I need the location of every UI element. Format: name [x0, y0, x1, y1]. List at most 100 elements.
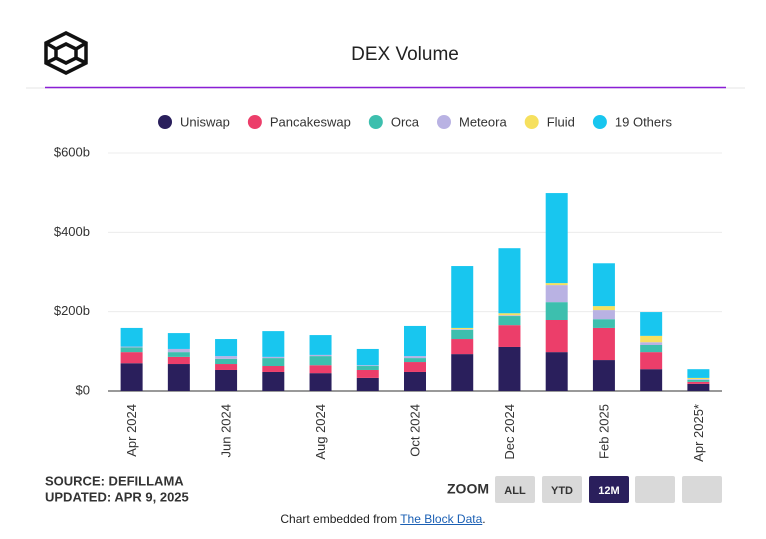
bar-segment	[545, 319, 568, 353]
bar-segment	[545, 193, 568, 284]
bar-segment	[592, 306, 615, 311]
bar-segment	[451, 329, 474, 340]
bar-segment	[404, 358, 426, 363]
zoom-button-label: YTD	[551, 485, 573, 497]
zoom-button[interactable]	[542, 476, 582, 503]
x-tick-label: Apr 2025*	[691, 404, 706, 462]
bar-segment	[356, 366, 379, 370]
legend-marker	[368, 115, 383, 129]
bar-segment	[451, 327, 474, 330]
bar-segment	[120, 363, 143, 391]
bar-segment	[640, 335, 663, 343]
bar-segment	[451, 266, 474, 328]
x-tick-label: Jun 2024	[219, 404, 234, 458]
bar-segment	[167, 364, 190, 391]
x-tick-label: Aug 2024	[313, 404, 328, 460]
zoom-button[interactable]	[682, 476, 722, 503]
bar-segment	[687, 379, 710, 382]
bar-segment	[356, 369, 379, 378]
zoom-button-label: 12M	[598, 485, 619, 497]
legend-marker	[524, 115, 539, 129]
bar-segment	[592, 263, 615, 307]
x-tick-label: Dec 2024	[502, 404, 517, 460]
bar-segment	[215, 339, 238, 357]
embed-suffix: .	[482, 512, 486, 526]
bar-segment	[687, 377, 710, 380]
bar-segment	[687, 381, 710, 384]
bar-segment	[356, 377, 379, 391]
source: SOURCE: DEFILLAMA	[45, 473, 184, 488]
bar-segment	[309, 335, 332, 355]
bar-segment	[215, 358, 238, 365]
bar-segment	[120, 346, 143, 348]
bar-segment	[356, 348, 379, 366]
bar-segment	[309, 373, 332, 391]
legend-label: 19 Others	[615, 114, 673, 129]
bar-segment	[404, 362, 426, 372]
legend-label: Fluid	[547, 114, 575, 129]
updated: UPDATED: APR 9, 2025	[45, 489, 189, 504]
bar-segment	[640, 312, 663, 336]
bar-segment	[120, 347, 143, 353]
zoom-button[interactable]	[495, 476, 535, 503]
bar-segment	[498, 313, 521, 316]
bar-segment	[309, 365, 332, 374]
y-tick-label: $400b	[54, 224, 90, 239]
zoom-button-label: ALL	[504, 485, 526, 497]
embed-link[interactable]: The Block Data	[400, 512, 483, 526]
bar-segment	[592, 319, 615, 328]
bar-segment	[404, 325, 426, 357]
bar-segment	[640, 344, 663, 353]
bar-segment	[262, 331, 285, 357]
bar-segment	[451, 354, 474, 391]
bar-segment	[262, 356, 285, 359]
chart-title: DEX Volume	[351, 44, 459, 65]
bar-segment	[687, 383, 710, 391]
zoom-label: ZOOM	[447, 481, 489, 497]
x-tick-label: Apr 2024	[124, 404, 139, 457]
bar-segment	[356, 365, 379, 367]
legend-label: Orca	[391, 114, 420, 129]
bar-segment	[592, 327, 615, 361]
y-tick-label: $600b	[54, 144, 90, 159]
x-tick-label: Oct 2024	[407, 404, 422, 457]
bar-segment	[404, 371, 426, 391]
bar-segment	[640, 352, 663, 370]
zoom-button[interactable]	[635, 476, 675, 503]
bar-segment	[262, 366, 285, 372]
bar-segment	[120, 327, 143, 347]
x-tick-label: Feb 2025	[596, 404, 611, 459]
bar-segment	[545, 285, 568, 303]
bar-segment	[640, 342, 663, 345]
bar-segment	[309, 354, 332, 357]
bar-segment	[215, 364, 238, 370]
legend: Uniswap Pancakeswap Orca Meteora Fluid 19 Oth…	[158, 114, 672, 129]
bar-segment	[687, 379, 710, 380]
bar-segment	[167, 348, 190, 353]
bar-segment	[309, 356, 332, 366]
bar-segment	[167, 356, 190, 365]
zoom-button[interactable]	[589, 476, 629, 503]
bar-segment	[545, 283, 568, 286]
bar-segment	[262, 371, 285, 391]
bar-segment	[498, 248, 521, 314]
bar-segment	[167, 333, 190, 349]
bar-segment	[451, 339, 474, 355]
bar-segment	[498, 346, 521, 391]
legend-label: Pancakeswap	[270, 114, 351, 129]
logo	[44, 31, 88, 75]
bar-segment	[592, 310, 615, 320]
legend-marker	[437, 115, 451, 129]
legend-marker	[247, 115, 262, 129]
bar-segment	[640, 369, 663, 391]
bar-segment	[592, 360, 615, 391]
legend-marker	[158, 115, 173, 129]
y-tick-label: $0	[76, 382, 90, 397]
bar-segment	[687, 369, 710, 378]
bar-segment	[167, 352, 190, 357]
embed-prefix: Chart embedded from	[280, 512, 401, 526]
bar-segment	[545, 302, 568, 320]
bar-segment	[215, 369, 238, 391]
legend-label: Meteora	[459, 114, 507, 129]
